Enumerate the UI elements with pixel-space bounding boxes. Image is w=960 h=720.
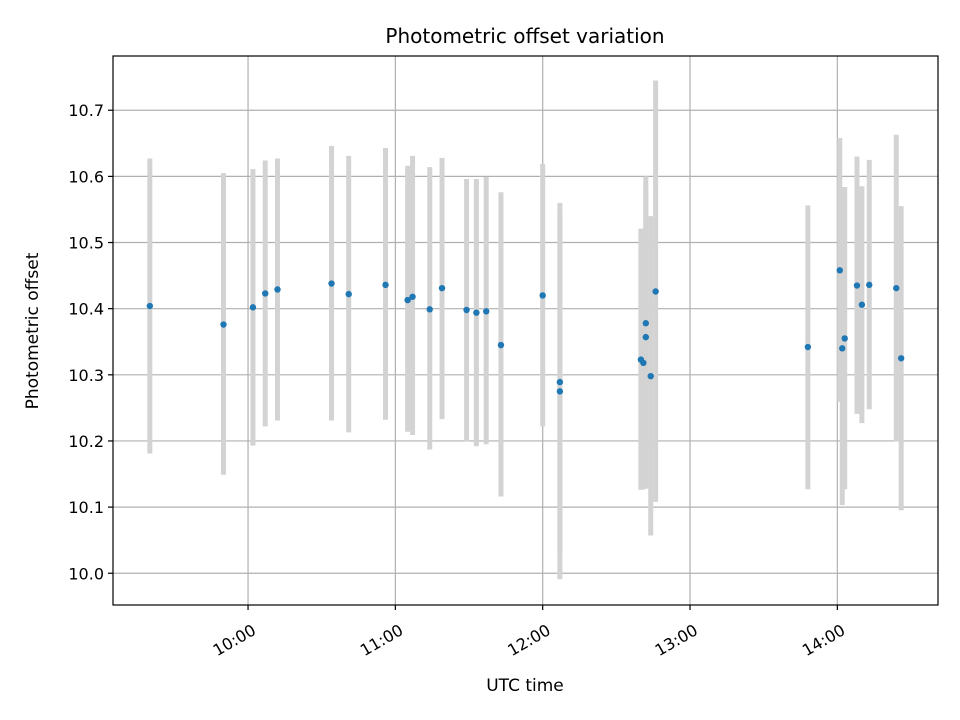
plot-frame xyxy=(112,55,939,606)
y-axis-label: Photometric offset xyxy=(23,252,43,409)
data-point xyxy=(640,359,647,367)
data-point xyxy=(146,302,154,310)
y-axis-ticks: 10.0 10.1 10.2 10.3 10.4 10.5 10.6 10.7 xyxy=(68,101,113,583)
data-point xyxy=(893,284,900,292)
data-point xyxy=(262,290,269,297)
data-point xyxy=(409,293,416,300)
data-point xyxy=(426,306,433,313)
data-point xyxy=(473,309,480,316)
data-point xyxy=(839,345,846,352)
y-tick-label: 10.4 xyxy=(68,300,104,319)
data-point xyxy=(483,308,490,315)
data-point xyxy=(463,306,470,314)
data-point xyxy=(642,333,650,341)
x-axis-label: UTC time xyxy=(486,676,564,696)
data-point xyxy=(853,282,861,289)
y-tick-label: 10.3 xyxy=(68,366,104,385)
data-point xyxy=(866,281,873,289)
y-tick-label: 10.1 xyxy=(68,498,104,517)
data-point xyxy=(647,372,654,380)
data-point xyxy=(345,290,352,298)
data-point xyxy=(642,320,650,327)
chart-title: Photometric offset variation xyxy=(385,24,664,48)
y-tick-label: 10.7 xyxy=(68,101,104,120)
data-point xyxy=(249,304,257,311)
data-point xyxy=(858,301,866,308)
data-point xyxy=(220,321,227,328)
data-point xyxy=(897,355,905,362)
data-point xyxy=(804,343,812,351)
data-point xyxy=(438,284,446,292)
data-point xyxy=(328,280,335,287)
data-point xyxy=(556,378,564,386)
y-tick-label: 10.2 xyxy=(68,432,104,451)
data-point xyxy=(556,388,564,395)
y-tick-label: 10.0 xyxy=(68,564,104,583)
y-tick-label: 10.6 xyxy=(68,167,104,186)
y-tick-label: 10.5 xyxy=(68,234,104,253)
data-point xyxy=(382,281,389,289)
data-point xyxy=(404,296,411,304)
data-point xyxy=(539,292,546,299)
data-point xyxy=(652,288,659,295)
data-point xyxy=(497,341,505,349)
data-point xyxy=(836,267,843,274)
data-point xyxy=(841,335,848,342)
data-points xyxy=(146,267,905,395)
data-point xyxy=(274,286,281,293)
